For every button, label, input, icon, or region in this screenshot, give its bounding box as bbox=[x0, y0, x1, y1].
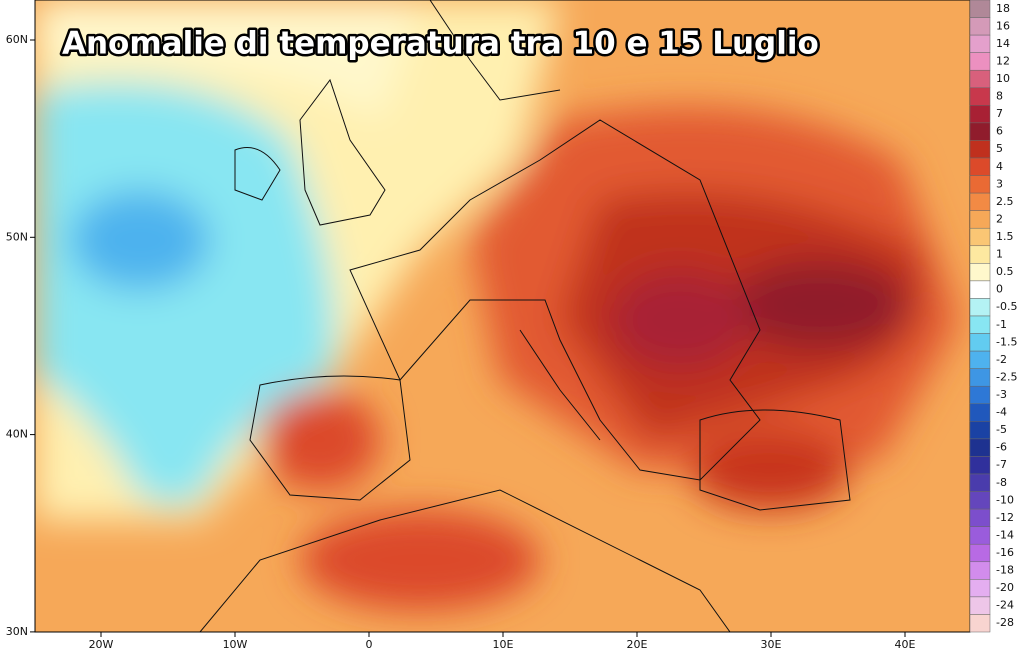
colorbar-swatch bbox=[969, 175, 991, 194]
colorbar-swatch bbox=[969, 105, 991, 124]
colorbar-swatch bbox=[969, 473, 991, 492]
colorbar-label: -7 bbox=[996, 458, 1007, 471]
colorbar-swatch bbox=[969, 245, 991, 264]
lat-axis: 60N 50N 40N 30N bbox=[6, 33, 35, 638]
colorbar-swatch bbox=[969, 385, 991, 405]
colorbar-swatch bbox=[969, 456, 991, 475]
map-title: Anomalie di temperatura tra 10 e 15 Lugl… bbox=[62, 26, 819, 62]
colorbar-swatch bbox=[969, 561, 991, 580]
colorbar-swatch bbox=[969, 52, 991, 71]
colorbar-label: -24 bbox=[996, 599, 1014, 612]
colorbar-label: -4 bbox=[996, 406, 1007, 419]
lon-label: 20W bbox=[89, 638, 114, 651]
colorbar-swatch bbox=[969, 87, 991, 106]
colorbar-swatch bbox=[969, 298, 991, 317]
colorbar-label: -8 bbox=[996, 476, 1007, 489]
colorbar-label: 8 bbox=[996, 90, 1003, 103]
colorbar-swatch bbox=[969, 508, 991, 527]
colorbar-swatch bbox=[969, 368, 991, 387]
colorbar-swatch bbox=[969, 34, 991, 53]
colorbar-label: -14 bbox=[996, 528, 1014, 541]
colorbar-swatch bbox=[969, 403, 991, 422]
colorbar-swatch bbox=[969, 69, 991, 89]
colorbar-label: -1 bbox=[996, 318, 1007, 331]
colorbar-label: 6 bbox=[996, 125, 1003, 138]
colorbar-label: 14 bbox=[996, 37, 1010, 50]
colorbar-swatch bbox=[969, 333, 991, 352]
colorbar-label: -6 bbox=[996, 441, 1007, 454]
colorbar-swatch bbox=[969, 596, 991, 615]
colorbar-label: 2.5 bbox=[996, 195, 1014, 208]
colorbar-label: 4 bbox=[996, 160, 1003, 173]
colorbar-label: -2.5 bbox=[996, 370, 1017, 383]
colorbar-swatch bbox=[969, 0, 991, 18]
colorbar-swatch bbox=[969, 315, 991, 334]
colorbar-swatch bbox=[969, 350, 991, 369]
colorbar-swatch bbox=[969, 543, 991, 563]
colorbar-label: 0.5 bbox=[996, 265, 1014, 278]
colorbar-swatch bbox=[969, 157, 991, 176]
lat-label: 30N bbox=[6, 625, 28, 638]
colorbar-swatch bbox=[969, 280, 991, 299]
lon-label: 40E bbox=[895, 638, 916, 651]
colorbar-label: 2 bbox=[996, 212, 1003, 225]
colorbar-label: -16 bbox=[996, 546, 1014, 559]
colorbar-swatch bbox=[969, 579, 991, 598]
colorbar-label: 18 bbox=[996, 2, 1010, 15]
colorbar-label: 5 bbox=[996, 142, 1003, 155]
colorbar-swatch bbox=[969, 17, 991, 36]
colorbar-swatch bbox=[969, 614, 991, 633]
lon-axis: 20W 10W 0 10E 20E 30E 40E bbox=[89, 632, 916, 651]
colorbar-label: 1.5 bbox=[996, 230, 1014, 243]
colorbar-label: 16 bbox=[996, 19, 1010, 32]
colorbar-label: 7 bbox=[996, 107, 1003, 120]
colorbar-swatch bbox=[969, 526, 991, 545]
colorbar-label: 10 bbox=[996, 72, 1010, 85]
colorbar-label: -10 bbox=[996, 493, 1014, 506]
colorbar-label: -1.5 bbox=[996, 335, 1017, 348]
lon-label: 20E bbox=[627, 638, 648, 651]
colorbar-label: -2 bbox=[996, 353, 1007, 366]
lon-label: 10W bbox=[223, 638, 248, 651]
colorbar-swatch bbox=[969, 210, 991, 229]
colorbar-label: -28 bbox=[996, 616, 1014, 629]
colorbar-swatch bbox=[969, 263, 991, 282]
colorbar-swatch bbox=[969, 421, 991, 440]
colorbar-swatch bbox=[969, 227, 991, 247]
colorbar-label: -12 bbox=[996, 511, 1014, 524]
colorbar-label: 12 bbox=[996, 54, 1010, 67]
colorbar-swatch bbox=[969, 491, 991, 510]
lon-label: 0 bbox=[366, 638, 373, 651]
colorbar-label: -20 bbox=[996, 581, 1014, 594]
colorbar-swatch bbox=[969, 192, 991, 211]
colorbar-swatch bbox=[969, 140, 991, 159]
map-field bbox=[35, 0, 970, 632]
lon-label: 10E bbox=[493, 638, 514, 651]
lat-label: 50N bbox=[6, 230, 28, 243]
colorbar-label: -0.5 bbox=[996, 300, 1017, 313]
colorbar-swatch bbox=[969, 438, 991, 457]
lat-label: 40N bbox=[6, 428, 28, 441]
colorbar-label: -3 bbox=[996, 388, 1007, 401]
colorbar-label: -18 bbox=[996, 564, 1014, 577]
colorbar-label: 0 bbox=[996, 283, 1003, 296]
lat-label: 60N bbox=[6, 33, 28, 46]
colorbar-label: 1 bbox=[996, 248, 1003, 261]
colorbar-label: 3 bbox=[996, 177, 1003, 190]
lon-label: 30E bbox=[761, 638, 782, 651]
colorbar: 18 16 14 12 10 8 7 6 5 4 3 2.5 2 1.5 1 0.5 0 -0.5 -1 -1.5 -2… bbox=[969, 0, 1017, 633]
colorbar-swatch bbox=[969, 122, 991, 141]
colorbar-label: -5 bbox=[996, 423, 1007, 436]
